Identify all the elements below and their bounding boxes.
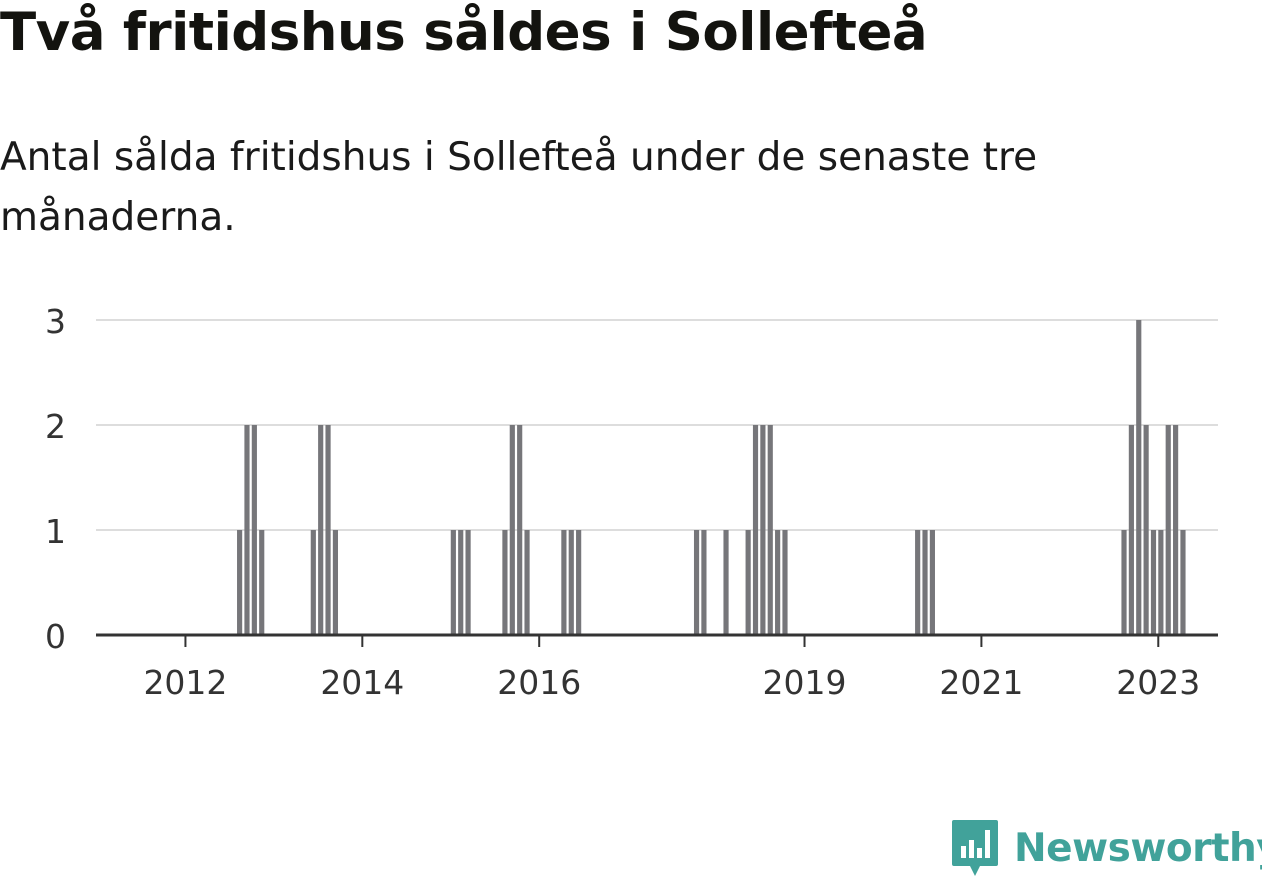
y-tick-label: 2 [45, 407, 66, 446]
chart-title: Två fritidshus såldes i Sollefteå [0, 2, 928, 63]
bar [259, 530, 265, 635]
y-tick-label: 0 [45, 617, 66, 656]
bar [767, 425, 773, 635]
brand: Newsworthy [950, 818, 1262, 878]
bar [745, 530, 751, 635]
x-tick-label: 2016 [497, 663, 581, 702]
bar [752, 425, 759, 635]
x-tick-label: 2021 [939, 663, 1023, 702]
bar [450, 530, 456, 635]
brand-name: Newsworthy [1014, 825, 1262, 871]
y-tick-label: 1 [45, 512, 66, 551]
bar [561, 530, 567, 635]
x-tick-label: 2014 [320, 663, 404, 702]
bar [1136, 320, 1142, 635]
bar [701, 530, 707, 635]
bar [723, 530, 729, 635]
chart-subtitle: Antal sålda fritidshus i Sollefteå under… [0, 135, 1038, 240]
bar [524, 530, 530, 635]
bar [244, 425, 250, 635]
bar [1121, 530, 1127, 635]
bar [502, 530, 508, 635]
bar [782, 530, 788, 635]
bar [1165, 425, 1171, 635]
y-tick-label: 3 [45, 302, 66, 341]
bar [693, 530, 700, 635]
bar [251, 425, 257, 635]
bar [1180, 530, 1186, 635]
newsworthy-logo-icon [952, 820, 998, 876]
x-tick-label: 2012 [143, 663, 227, 702]
bar [310, 530, 316, 635]
bar [1150, 530, 1157, 635]
bar [509, 425, 515, 635]
bar [1158, 530, 1164, 635]
x-tick-label: 2019 [763, 663, 847, 702]
bar [1143, 425, 1149, 635]
bar [465, 530, 471, 635]
bar [576, 530, 582, 635]
bar [1173, 425, 1179, 635]
x-tick-label: 2023 [1116, 663, 1200, 702]
bar [915, 530, 921, 635]
bar [922, 530, 928, 635]
bar [775, 530, 781, 635]
bar [568, 530, 574, 635]
bar-chart: 012322012201420162019202120232025 [45, 302, 1218, 702]
bar [517, 425, 523, 635]
bar [760, 425, 766, 635]
bar [929, 530, 935, 635]
bar [332, 530, 339, 635]
bar [237, 530, 243, 635]
bar [325, 425, 331, 635]
bar [1128, 425, 1134, 635]
bar [318, 425, 324, 635]
bar [458, 530, 464, 635]
